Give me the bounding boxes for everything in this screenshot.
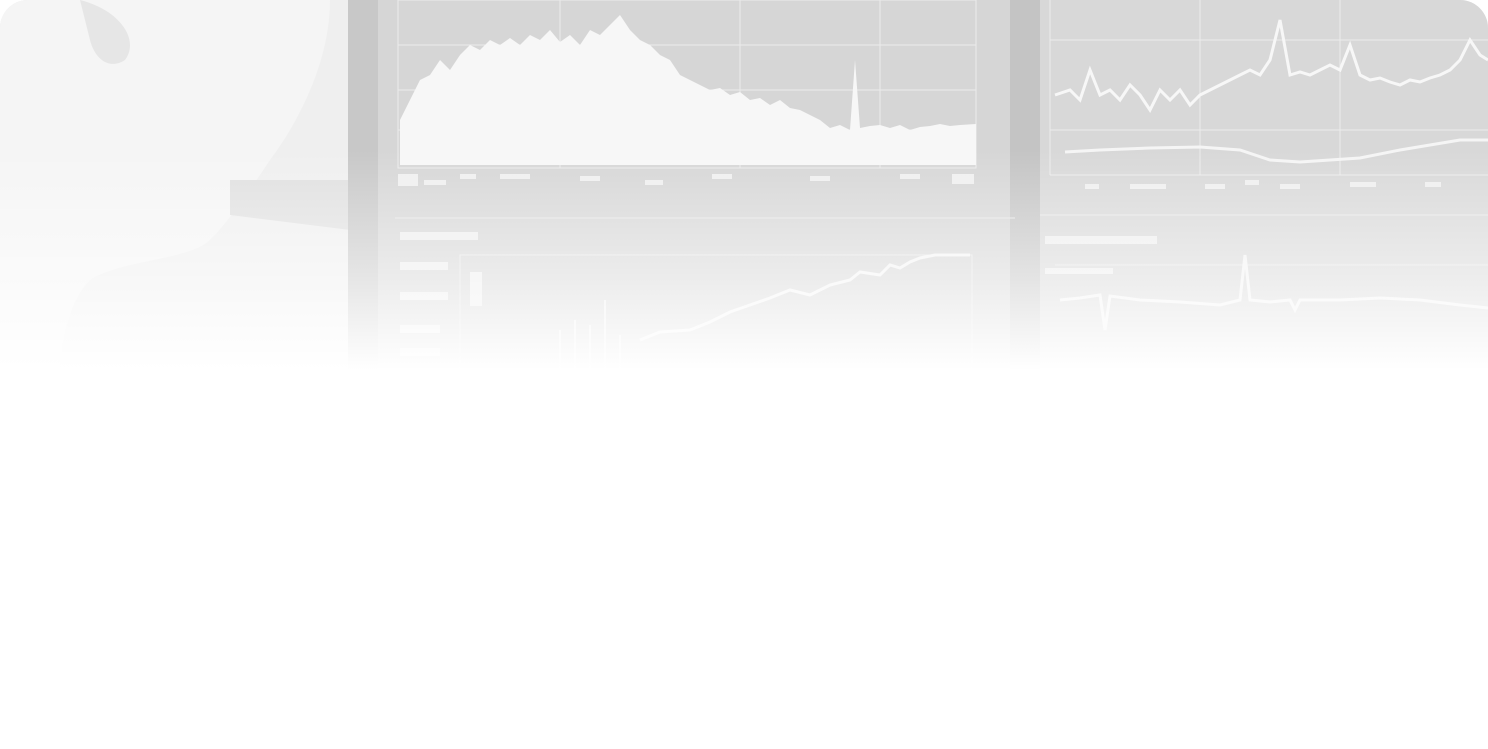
- hero-illustration: [230, 0, 1488, 380]
- hero-photo: [0, 0, 1488, 380]
- monitor-bezel-right: [1010, 0, 1040, 380]
- monitor-bezel-left: [348, 0, 378, 380]
